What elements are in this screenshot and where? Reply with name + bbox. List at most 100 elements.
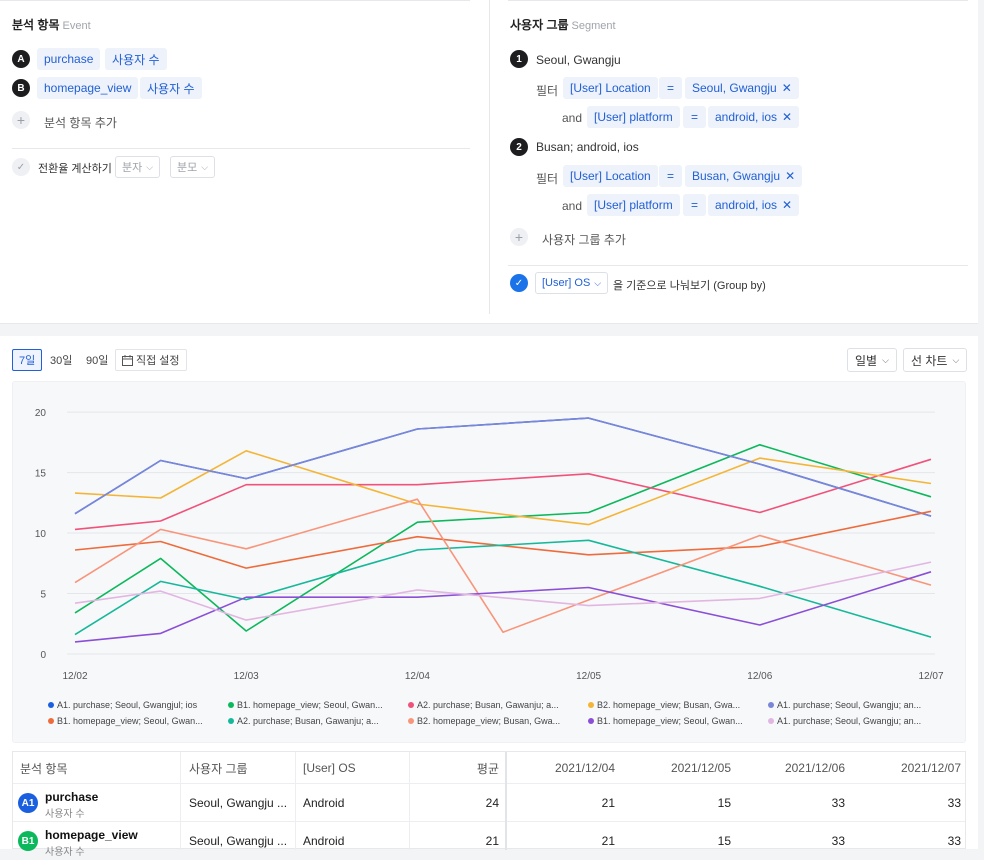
- check-icon[interactable]: ✓: [510, 274, 528, 292]
- row-average: 21: [485, 834, 499, 848]
- col-header-date-3[interactable]: 2021/12/06: [784, 761, 845, 775]
- legend-label: A1. purchase; Seoul, Gwangju; an...: [777, 700, 922, 710]
- legend-item[interactable]: A1. purchase; Seoul, Gwangjul; ios: [48, 700, 197, 710]
- legend-label: A2. purchase; Busan, Gawanju; a...: [417, 700, 559, 710]
- filter-operator-chip[interactable]: =: [659, 77, 683, 99]
- filter-operator-chip[interactable]: =: [683, 194, 707, 216]
- chart-panel: 7일 30일 90일 직접 설정 일별 ⌵ 선 차트 ⌵ 0 5 10 15 20 12/02…: [0, 336, 978, 858]
- filter-field-chip[interactable]: [User] Location: [563, 165, 658, 187]
- col-header-event[interactable]: 분석 항목: [20, 761, 68, 776]
- event-chip-purchase[interactable]: purchase: [37, 48, 101, 70]
- analysis-item-a-badge: A: [12, 50, 30, 68]
- legend-label: B1. homepage_view; Seoul, Gwan...: [57, 716, 203, 726]
- filter-value-chip[interactable]: android, ios ✕: [708, 106, 800, 128]
- chevron-down-icon: ⌵: [146, 161, 154, 172]
- legend-item[interactable]: B2. homepage_view; Busan, Gwa...: [588, 700, 740, 710]
- filter-label: 필터: [536, 172, 559, 186]
- col-header-os[interactable]: [User] OS: [303, 761, 356, 775]
- filter-value-chip[interactable]: android, ios ✕: [708, 194, 800, 216]
- tab-90d[interactable]: 90일: [86, 355, 109, 367]
- groupby-dropdown[interactable]: [User] OS ⌵: [535, 272, 609, 294]
- x-tick-label: 12/02: [62, 671, 87, 682]
- analysis-divider: [12, 148, 470, 149]
- chart-canvas: 0 5 10 15 20 12/02 12/03 12/04 12/05 12/06 12/07: [35, 408, 944, 682]
- filter-field-chip[interactable]: [User] platform: [587, 106, 680, 128]
- y-tick-label: 0: [40, 650, 46, 661]
- row-date-1: 21: [601, 796, 615, 810]
- event-chip-homepage-view[interactable]: homepage_view: [37, 77, 139, 99]
- legend-item[interactable]: B1. homepage_view; Seoul, Gwan...: [588, 716, 743, 726]
- filter-value: android, ios: [715, 198, 778, 212]
- table-row[interactable]: A1 purchase 사용자 수 Seoul, Gwangju ... And…: [13, 784, 965, 822]
- add-analysis-item-button[interactable]: 분석 항목 추가: [44, 116, 117, 130]
- series-badge: B1: [18, 831, 38, 851]
- series-line: [74, 571, 932, 643]
- filter-value-chip[interactable]: Seoul, Gwangju ✕: [685, 77, 799, 99]
- legend-item[interactable]: A2. purchase; Busan, Gawanju; a...: [408, 700, 559, 710]
- segment-1-name[interactable]: Seoul, Gwangju: [536, 53, 621, 67]
- segment-2-badge: 2: [510, 138, 528, 156]
- custom-range-button[interactable]: 직접 설정: [115, 349, 187, 371]
- conversion-toggle-label[interactable]: 전환율 계산하기: [38, 163, 112, 175]
- legend-label: B2. homepage_view; Busan, Gwa...: [597, 700, 741, 710]
- legend-label: B1. homepage_view; Seoul, Gwan...: [237, 700, 383, 710]
- filter-value: Busan, Gwangju: [692, 169, 781, 183]
- add-segment-button[interactable]: 사용자 그룹 추가: [542, 233, 626, 247]
- filter-value-chip[interactable]: Busan, Gwangju ✕: [685, 165, 803, 187]
- numerator-dropdown[interactable]: 분자 ⌵: [115, 156, 161, 178]
- top-border-left: [0, 0, 470, 1]
- close-icon[interactable]: ✕: [781, 81, 792, 95]
- legend-item[interactable]: B2. homepage_view; Busan, Gwa...: [408, 716, 560, 726]
- plus-icon[interactable]: +: [510, 228, 528, 246]
- col-header-date-1[interactable]: 2021/12/04: [554, 761, 615, 775]
- chart-type-select[interactable]: 선 차트 ⌵: [903, 348, 968, 372]
- line-chart: 0 5 10 15 20 12/02 12/03 12/04 12/05 12/06 12/07 A…: [12, 381, 966, 743]
- denominator-dropdown[interactable]: 분모 ⌵: [170, 156, 216, 178]
- row-date-1: 21: [601, 834, 615, 848]
- filter-field-chip[interactable]: [User] Location: [563, 77, 658, 99]
- col-header-date-2[interactable]: 2021/12/05: [670, 761, 731, 775]
- segment-2-name[interactable]: Busan; android, ios: [536, 140, 639, 154]
- metric-chip-a[interactable]: 사용자 수: [105, 48, 167, 70]
- filter-field-chip[interactable]: [User] platform: [587, 194, 680, 216]
- filter-operator-chip[interactable]: =: [659, 165, 683, 187]
- interval-select[interactable]: 일별 ⌵: [847, 348, 897, 372]
- legend-item[interactable]: B1. homepage_view; Seoul, Gwan...: [48, 716, 203, 726]
- legend-item[interactable]: A1. purchase; Seoul, Gwangju; an...: [768, 700, 921, 710]
- check-icon[interactable]: ✓: [12, 158, 30, 176]
- series-line: [74, 443, 932, 632]
- groupby-label: 을 기준으로 나눠보기 (Group by): [613, 280, 766, 292]
- data-table: 분석 항목 사용자 그룹 [User] OS 평균 2021/12/04 202…: [12, 751, 966, 858]
- x-tick-label: 12/03: [234, 671, 259, 682]
- col-header-average[interactable]: 평균: [476, 761, 499, 776]
- row-event-metric: 사용자 수: [45, 809, 85, 820]
- legend-swatch: [408, 702, 414, 708]
- legend-label: A2. purchase; Busan, Gawanju; a...: [237, 716, 379, 726]
- row-segment: Seoul, Gwangju ...: [189, 834, 288, 848]
- legend-item[interactable]: B1. homepage_view; Seoul, Gwan...: [228, 700, 383, 710]
- legend-item[interactable]: A2. purchase; Busan, Gawanju; a...: [228, 716, 379, 726]
- tab-7d[interactable]: 7일: [12, 349, 43, 371]
- table-row[interactable]: B1 homepage_view 사용자 수 Seoul, Gwangju ..…: [13, 822, 965, 860]
- legend-swatch: [768, 702, 774, 708]
- legend-swatch: [588, 718, 594, 724]
- close-icon[interactable]: ✕: [785, 169, 796, 183]
- legend-swatch: [48, 702, 54, 708]
- filter-operator-chip[interactable]: =: [683, 106, 707, 128]
- plus-icon[interactable]: +: [12, 111, 30, 129]
- col-header-segment[interactable]: 사용자 그룹: [189, 761, 248, 776]
- close-icon[interactable]: ✕: [782, 110, 793, 124]
- legend-item[interactable]: A1. purchase; Seoul, Gwangju; an...: [768, 716, 921, 726]
- col-header-date-4[interactable]: 2021/12/07: [900, 761, 961, 775]
- y-tick-label: 20: [35, 408, 47, 419]
- groupby-field: [User] OS: [542, 277, 591, 289]
- segment-1-badge: 1: [510, 50, 528, 68]
- series-line: [74, 510, 932, 569]
- series-line: [74, 450, 932, 526]
- close-icon[interactable]: ✕: [782, 198, 793, 212]
- top-border-right: [508, 0, 968, 1]
- legend-label: B2. homepage_view; Busan, Gwa...: [417, 716, 561, 726]
- tab-30d[interactable]: 30일: [50, 355, 73, 367]
- metric-chip-b[interactable]: 사용자 수: [140, 77, 202, 99]
- row-date-2: 15: [717, 834, 731, 848]
